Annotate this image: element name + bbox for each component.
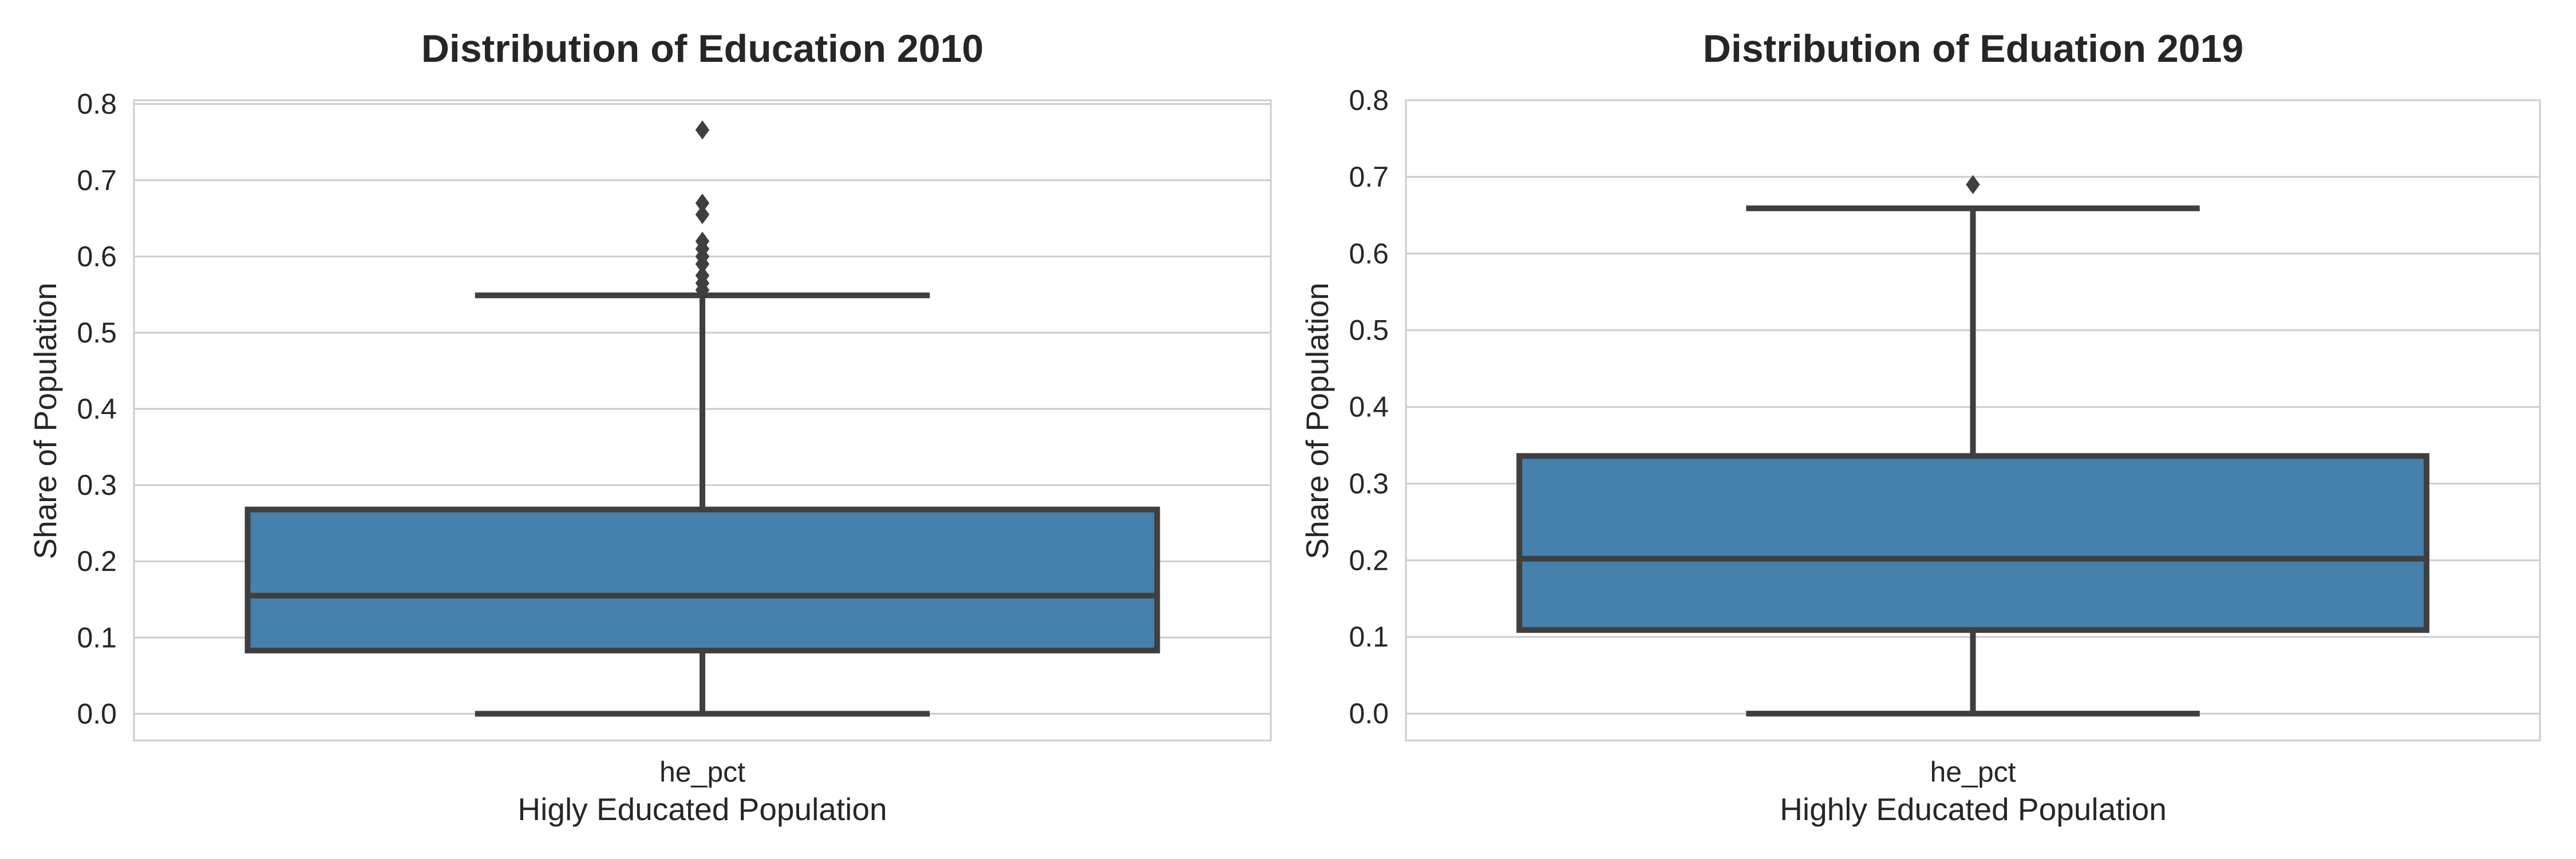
y-tick-label: 0.1 [1349,621,1389,653]
y-tick-label: 0.6 [1349,238,1389,270]
outlier-point [695,204,710,224]
y-axis-label: Share of Population [1299,282,1335,559]
y-tick-label: 0.4 [77,393,117,425]
plot-area: 0.0 0.1 0.2 0.3 0.4 0.5 0.6 0.7 0.8 he_pct [1349,84,2541,788]
y-axis-label: Share of Population [27,282,63,559]
y-tick-label: 0.5 [1349,314,1389,346]
y-tick-label: 0.0 [1349,698,1389,730]
outlier-point [1966,175,1980,194]
y-tick-label: 0.2 [77,545,117,577]
y-tick-label: 0.8 [77,88,117,120]
chart-education-2010: Distribution of Education 2010 Share of … [27,27,1272,827]
plot-area: 0.0 0.1 0.2 0.3 0.4 0.5 0.6 0.7 0.8 he_pct [77,88,1272,788]
y-tick-label: 0.7 [77,164,117,196]
plot-frame [133,99,1272,742]
outlier-point [695,120,710,140]
y-tick-label: 0.6 [77,241,117,273]
x-tick-label: he_pct [659,756,745,788]
y-tick-label: 0.4 [1349,391,1389,423]
y-tick-label: 0.5 [77,317,117,349]
y-tick-label: 0.7 [1349,161,1389,193]
chart-title: Distribution of Education 2010 [421,27,983,70]
outlier-point [695,231,710,251]
y-tick-label: 0.3 [1349,467,1389,499]
y-tick-label: 0.2 [1349,544,1389,576]
y-tick-label: 0.0 [77,698,117,730]
chart-title: Distribution of Eduation 2019 [1703,27,2244,70]
chart-education-2019: Distribution of Eduation 2019 Share of P… [1299,27,2541,827]
x-tick-label: he_pct [1930,756,2016,788]
x-axis-label: Highly Educated Population [1780,791,2167,827]
x-axis-label: Higly Educated Population [517,791,887,827]
outlier-point [695,193,710,213]
outlier-point [695,266,710,285]
y-tick-label: 0.3 [77,469,117,501]
plot-frame [1405,99,2541,742]
iqr-box [1516,453,2429,633]
iqr-box [244,506,1160,653]
y-tick-label: 0.8 [1349,84,1389,116]
y-tick-label: 0.1 [77,621,117,653]
